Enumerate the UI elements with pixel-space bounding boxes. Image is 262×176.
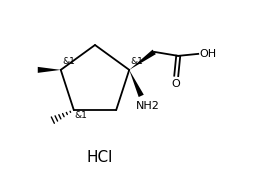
Text: &1: &1	[75, 111, 88, 120]
Polygon shape	[38, 67, 61, 73]
Text: O: O	[172, 79, 181, 89]
Text: NH2: NH2	[136, 101, 160, 111]
Text: HCl: HCl	[87, 150, 113, 165]
Polygon shape	[129, 50, 156, 70]
Polygon shape	[129, 70, 144, 97]
Text: &1: &1	[63, 57, 76, 66]
Text: &1: &1	[130, 57, 143, 66]
Text: OH: OH	[199, 49, 216, 59]
